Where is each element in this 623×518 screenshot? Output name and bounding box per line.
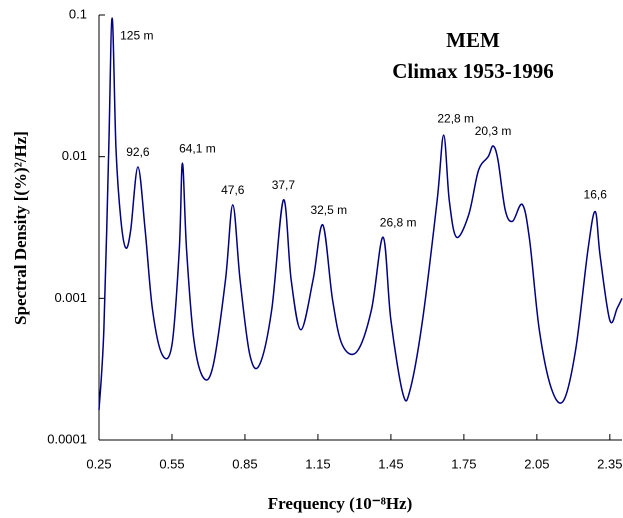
- peak-label: 47,6: [221, 183, 245, 197]
- y-tick-label: 0.1: [69, 6, 87, 21]
- peak-label: 92,6: [126, 145, 150, 159]
- x-axis-label: Frequency (10⁻⁸Hz): [268, 494, 413, 513]
- peak-label: 20,3 m: [475, 124, 512, 138]
- peak-label: 64,1 m: [179, 141, 216, 155]
- peak-label: 22,8 m: [437, 111, 474, 125]
- x-tick-label: 0.85: [232, 456, 257, 471]
- x-tick-label: 0.25: [86, 456, 111, 471]
- x-tick-label: 1.45: [378, 456, 403, 471]
- chart-title: MEM: [446, 28, 500, 52]
- peak-label: 125 m: [120, 28, 153, 42]
- x-tick-label: 0.55: [159, 456, 184, 471]
- x-tick-label: 2.05: [524, 456, 549, 471]
- x-tick-label: 1.75: [451, 456, 476, 471]
- y-tick-label: 0.001: [54, 290, 87, 305]
- y-tick-label: 0.01: [62, 148, 87, 163]
- peak-label: 37,7: [272, 178, 296, 192]
- chart-subtitle: Climax 1953-1996: [392, 59, 554, 83]
- x-tick-label: 1.15: [305, 456, 330, 471]
- x-tick-label: 2.35: [597, 456, 622, 471]
- peak-label: 26,8 m: [380, 215, 417, 229]
- peak-label: 32,5 m: [310, 203, 347, 217]
- y-axis-label: Spectral Density [(%)²/Hz]: [11, 131, 30, 325]
- y-tick-label: 0.0001: [47, 431, 87, 446]
- peak-label: 16,6: [584, 188, 608, 202]
- spectrum-line: [98, 17, 623, 410]
